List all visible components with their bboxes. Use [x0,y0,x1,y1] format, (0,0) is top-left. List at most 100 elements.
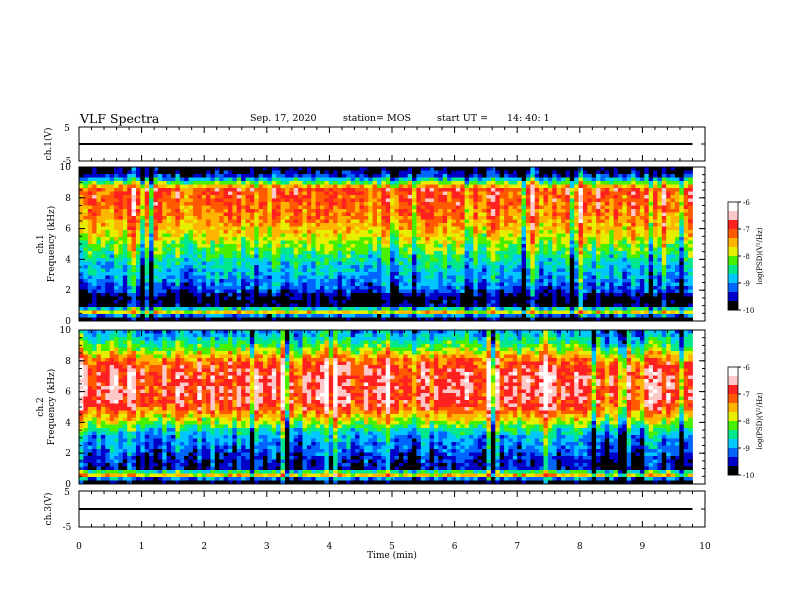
ch2-spectrogram-ytick-label: 8 [65,357,71,367]
ch1-voltage-ytick-label: 5 [64,124,70,134]
x-tick-label: 5 [389,542,395,552]
ch2-spectrogram-colorbar-tick-label: -10 [743,472,754,480]
ch2-spectrogram-colorbar-cell [728,440,738,443]
ch2-spectrogram-colorbar-cell [728,379,738,382]
ch1-spectrogram-colorbar-cell [728,290,738,293]
ch2-spectrogram-colorbar-cell [728,455,738,458]
ch1-spectrogram-colorbar-cell [728,218,738,221]
ch2-spectrogram-colorbar-cell [728,376,738,379]
ch2-spectrogram-ylabel-freq: Frequency (kHz) [46,369,57,446]
ch2-spectrogram-colorbar-cell [728,388,738,391]
x-tick-label: 8 [577,542,583,552]
ch2-spectrogram-colorbar-cell [728,457,738,460]
ch2-spectrogram-colorbar-cell [728,462,738,465]
ch2-spectrogram-colorbar-cell [728,374,738,377]
ch2-spectrogram-colorbar-cell [728,386,738,389]
ch1-spectrogram-ytick-label: 0 [65,317,71,327]
ch2-spectrogram-colorbar-cell [728,448,738,451]
ch1-spectrogram-ytick-label: 2 [65,286,71,296]
ch2-spectrogram-colorbar-cell [728,446,738,449]
start-ut-value: 14: 40: 1 [507,113,550,124]
station-label: station= MOS [343,113,412,124]
ch2-spectrogram-colorbar-cell [728,385,738,388]
ch2-spectrogram-ylabel-channel: ch.2 [36,397,46,416]
x-axis-label: Time (min) [367,550,417,561]
x-tick-label: 1 [139,542,145,552]
ch2-spectrogram-colorbar-cell [728,473,738,476]
ch1-spectrogram-colorbar-cell [728,301,738,304]
x-tick-label: 2 [201,542,207,552]
ch1-spectrogram-colorbar-cell [728,248,738,251]
ch2-spectrogram-colorbar-cell [728,417,738,420]
ch2-spectrogram-colorbar-cell [728,466,738,469]
x-tick-label: 6 [452,542,458,552]
ch1-spectrogram-colorbar-cell [728,274,738,277]
ch2-spectrogram-colorbar-cell [728,442,738,445]
ch2-spectrogram-colorbar-tick-label: -9 [743,445,750,453]
ch1-spectrogram-colorbar-cell [728,259,738,262]
ch2-spectrogram-colorbar-cell [728,392,738,395]
ch1-spectrogram-colorbar-cell [728,234,738,237]
ch1-spectrogram-colorbar-cell [728,209,738,212]
ch1-spectrogram-colorbar-tick-label: -7 [743,226,750,234]
ch2-spectrogram-ytick-label: 2 [65,449,71,459]
ch1-spectrogram-colorbar-tick-label: -8 [743,253,750,261]
ch2-spectrogram-colorbar-label: log(PSD)(V²/Hz) [756,392,764,449]
ch1-spectrogram-colorbar-cell [728,211,738,214]
ch1-spectrogram-colorbar-cell [728,270,738,273]
ch2-spectrogram-colorbar-cell [728,412,738,415]
ch2-spectrogram-colorbar-cell [728,435,738,438]
x-tick-label: 3 [264,542,270,552]
ch2-spectrogram-colorbar-cell [728,395,738,398]
ch1-spectrogram-colorbar-cell [728,306,738,309]
ch1-voltage-ylabel: ch.1(V) [43,128,54,161]
ch1-spectrogram-colorbar-cell [728,261,738,264]
ch2-spectrogram-colorbar-cell [728,431,738,434]
ch2-spectrogram-colorbar-cell [728,453,738,456]
ch2-spectrogram-colorbar-cell [728,367,738,370]
ch1-spectrogram-colorbar-cell [728,265,738,268]
ch1-spectrogram-colorbar-cell [728,227,738,230]
ch1-spectrogram-colorbar-cell [728,247,738,250]
ch2-spectrogram-ytick-label: 0 [65,480,71,490]
ch1-spectrogram-colorbar-cell [728,263,738,266]
ch2-spectrogram-colorbar-cell [728,439,738,442]
ch1-spectrogram-colorbar-cell [728,245,738,248]
x-tick-label: 10 [699,542,711,552]
ch1-spectrogram-ytick-label: 6 [65,225,71,235]
ch2-spectrogram-colorbar-cell [728,451,738,454]
ch1-spectrogram-colorbar-cell [728,304,738,307]
ch1-spectrogram-colorbar-cell [728,205,738,208]
ch2-spectrogram-colorbar-cell [728,370,738,373]
ch2-spectrogram-colorbar-cell [728,383,738,386]
ch1-spectrogram-colorbar-cell [728,241,738,244]
ch1-spectrogram-colorbar-cell [728,202,738,205]
ch2-spectrogram-colorbar-tick-label: -6 [743,364,750,372]
ch1-spectrogram-colorbar-cell [728,302,738,305]
start-ut-label: start UT = [437,113,489,124]
x-tick-label: 7 [514,542,520,552]
ch1-spectrogram-colorbar-cell [728,266,738,269]
ch3-voltage-ytick-label: -5 [63,523,72,533]
ch1-spectrogram-colorbar-cell [728,232,738,235]
ch2-spectrogram-colorbar-cell [728,368,738,371]
ch1-spectrogram-colorbar-cell [728,308,738,311]
ch2-spectrogram-colorbar-tick-label: -7 [743,391,750,399]
ch1-spectrogram-colorbar-cell [728,220,738,223]
ch1-spectrogram-colorbar-cell [728,238,738,241]
ch1-spectrogram-colorbar-cell [728,239,738,242]
ch2-spectrogram-colorbar-cell [728,415,738,418]
ch1-spectrogram-colorbar-cell [728,221,738,224]
ch1-spectrogram-colorbar-tick-label: -10 [743,307,754,315]
ch2-spectrogram-colorbar-cell [728,469,738,472]
ch1-spectrogram-colorbar-cell [728,275,738,278]
ch1-spectrogram-ylabel-channel: ch.1 [36,234,46,253]
ch1-spectrogram-colorbar-cell [728,286,738,289]
ch1-spectrogram-colorbar-cell [728,295,738,298]
ch1-spectrogram-colorbar-cell [728,216,738,219]
ch1-spectrogram-colorbar-cell [728,250,738,253]
ch2-spectrogram-ytick-label: 10 [60,326,72,336]
ch1-spectrogram-colorbar-cell [728,277,738,280]
ch1-spectrogram-colorbar-label: log(PSD)(V²/Hz) [756,227,764,284]
